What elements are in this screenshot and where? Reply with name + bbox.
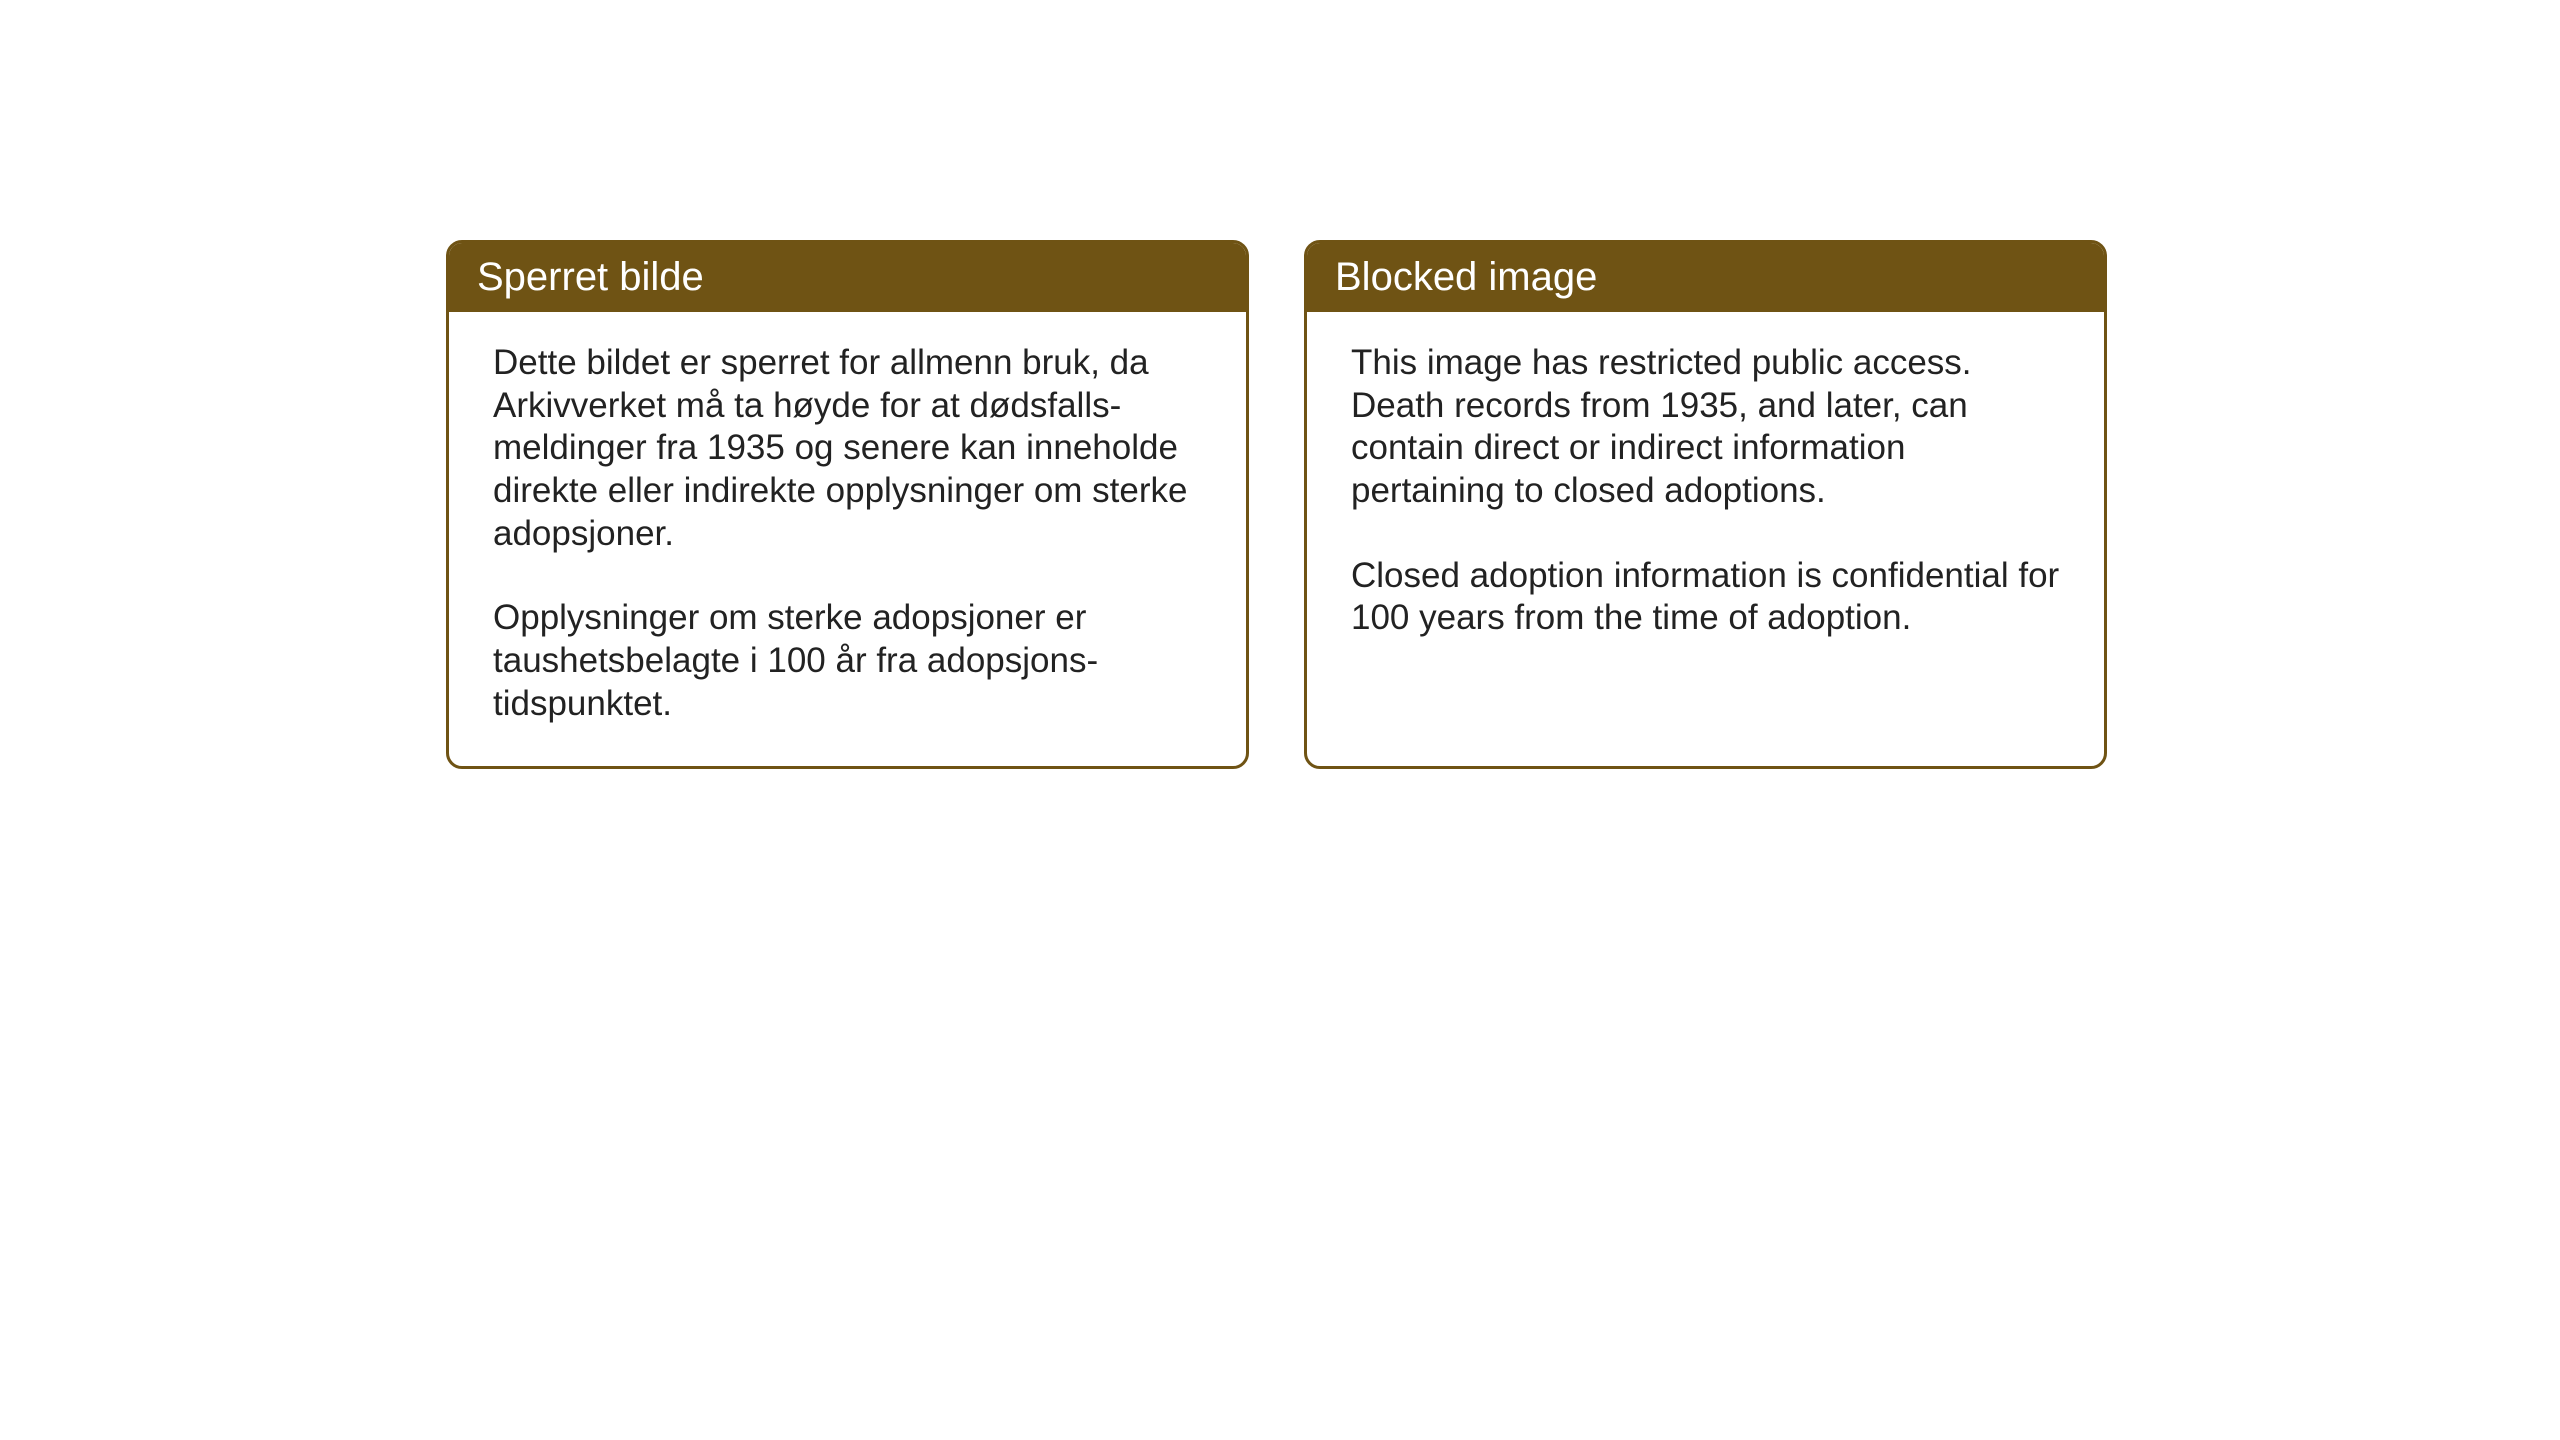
- english-notice-header: Blocked image: [1307, 243, 2104, 312]
- english-notice-body: This image has restricted public access.…: [1307, 312, 2104, 742]
- notice-container: Sperret bilde Dette bildet er sperret fo…: [446, 240, 2107, 769]
- norwegian-notice-panel: Sperret bilde Dette bildet er sperret fo…: [446, 240, 1249, 769]
- norwegian-notice-title: Sperret bilde: [477, 255, 704, 299]
- english-notice-paragraph-1: This image has restricted public access.…: [1351, 342, 2060, 513]
- norwegian-notice-body: Dette bildet er sperret for allmenn bruk…: [449, 312, 1246, 766]
- norwegian-notice-header: Sperret bilde: [449, 243, 1246, 312]
- english-notice-title: Blocked image: [1335, 255, 1597, 299]
- norwegian-notice-paragraph-1: Dette bildet er sperret for allmenn bruk…: [493, 342, 1202, 555]
- english-notice-panel: Blocked image This image has restricted …: [1304, 240, 2107, 769]
- norwegian-notice-paragraph-2: Opplysninger om sterke adopsjoner er tau…: [493, 597, 1202, 725]
- english-notice-paragraph-2: Closed adoption information is confident…: [1351, 555, 2060, 640]
